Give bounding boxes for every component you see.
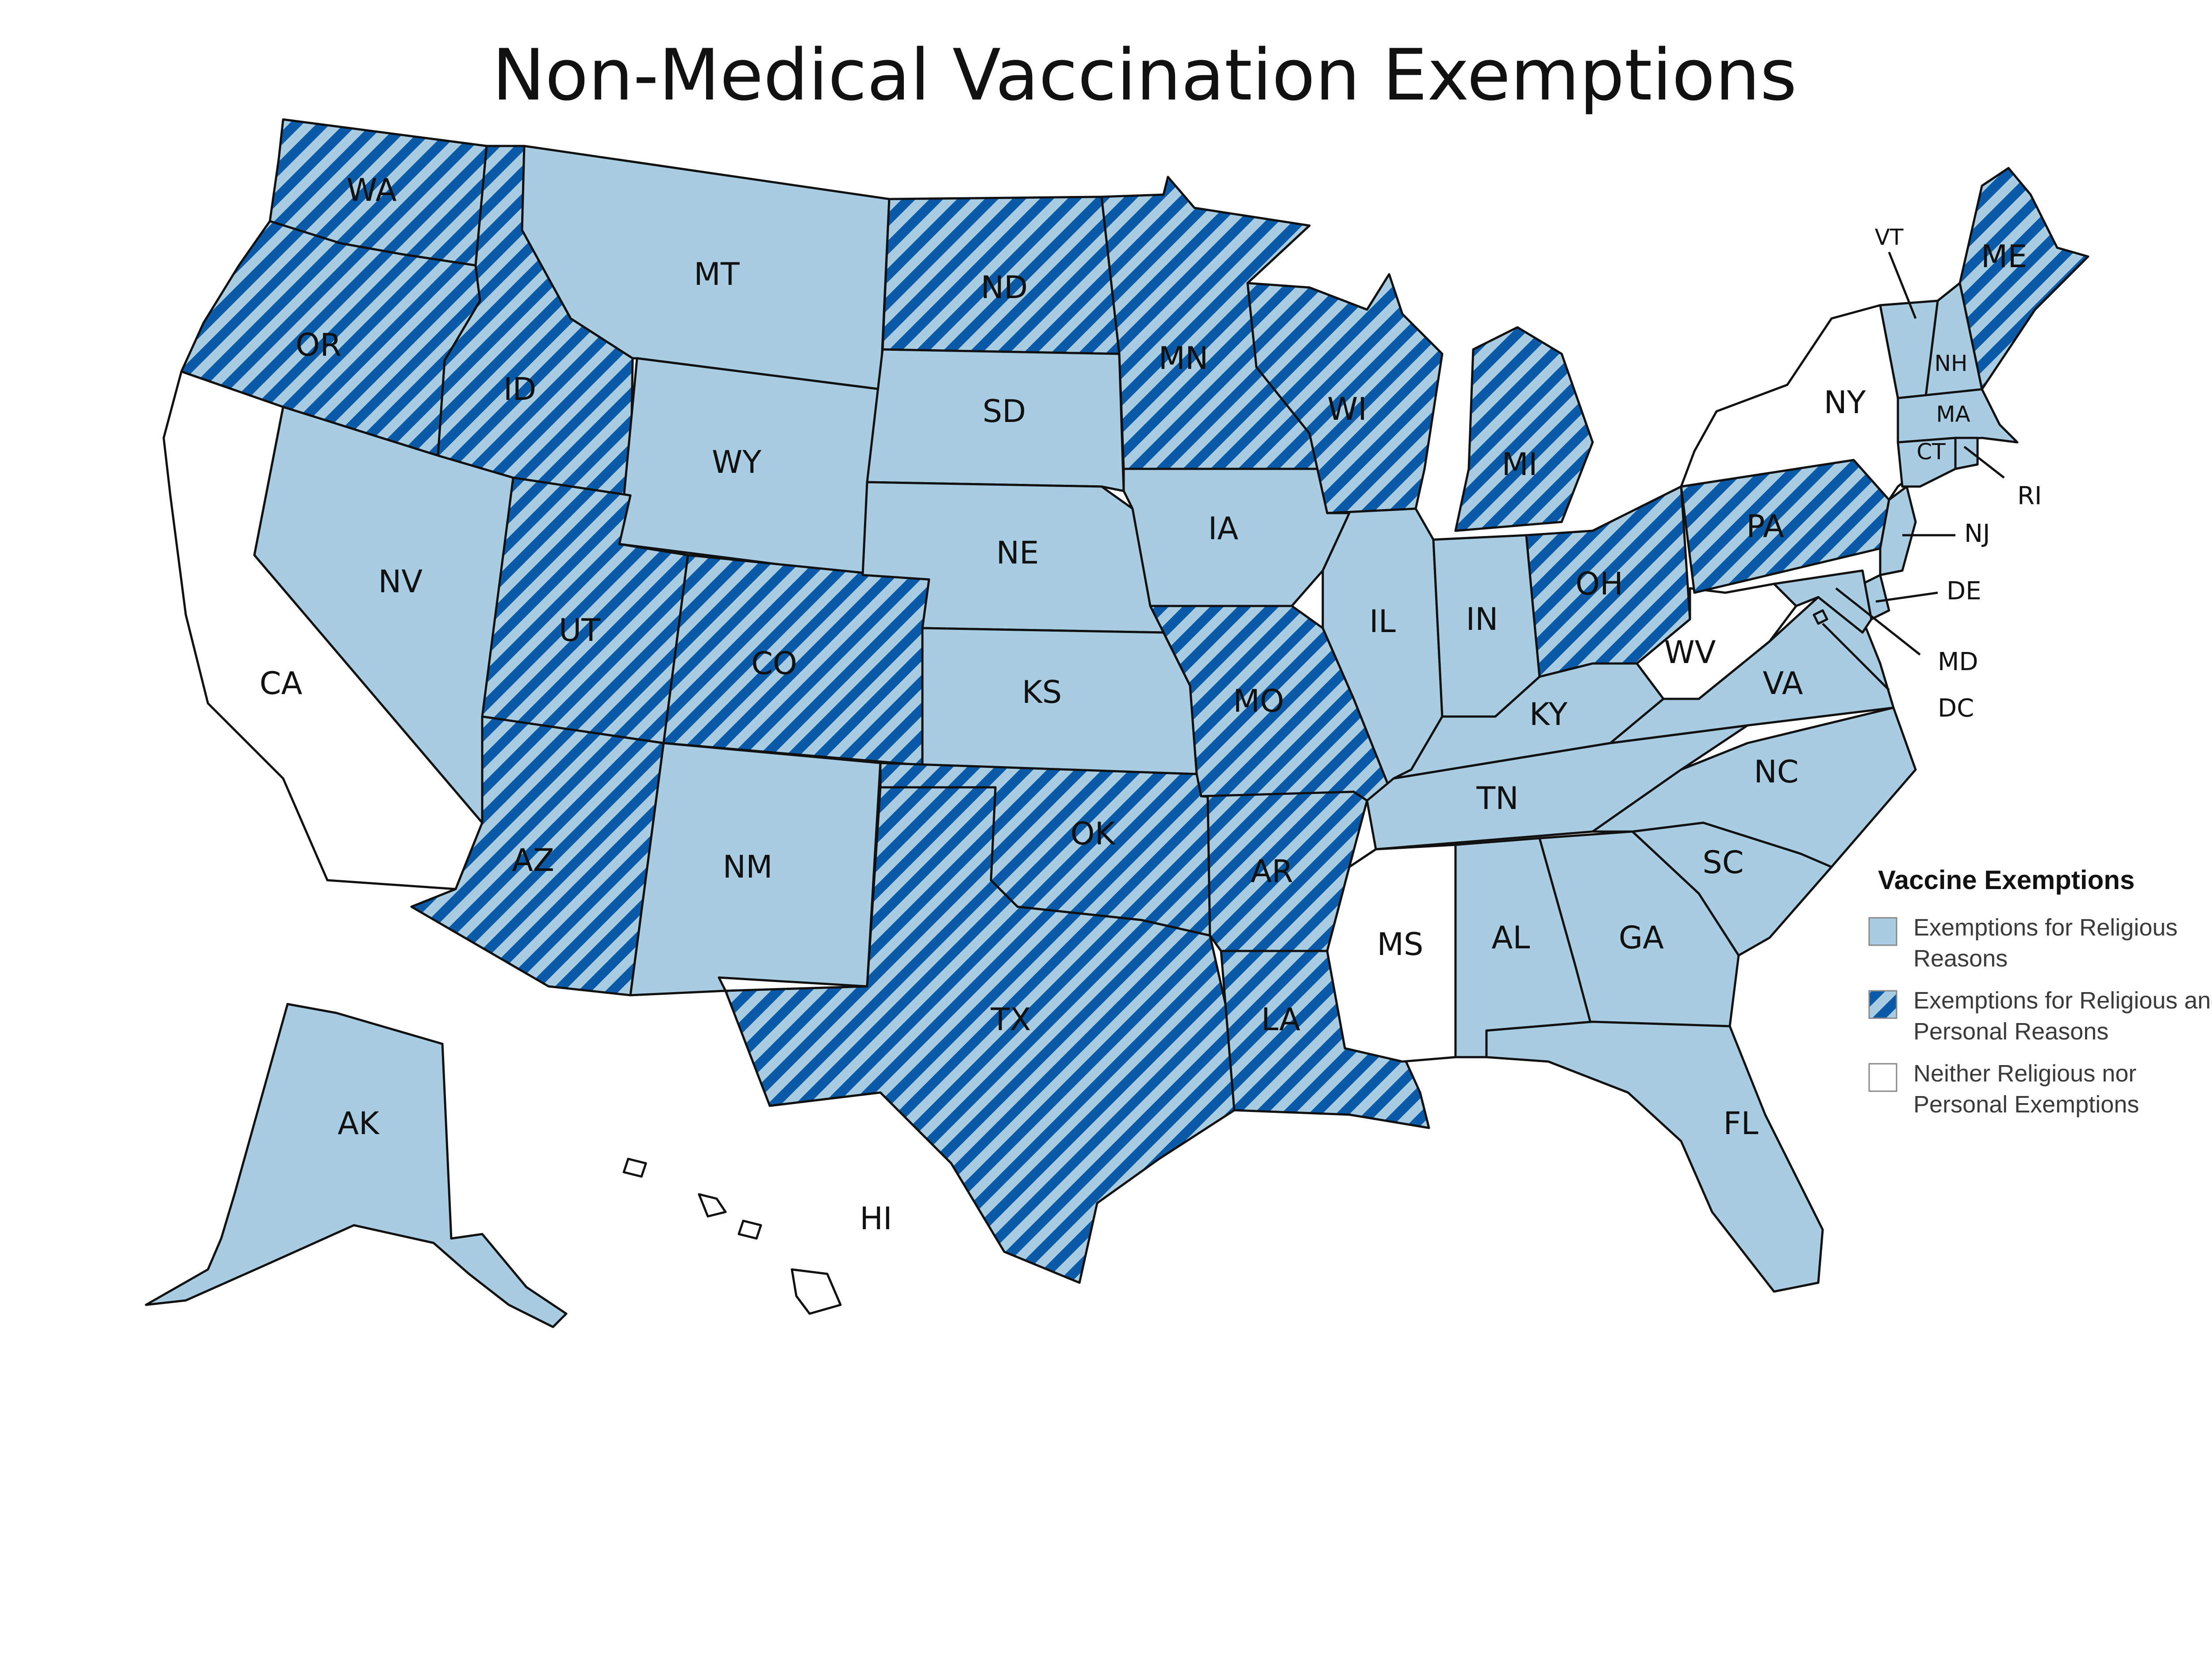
label-WY: WY [712, 444, 761, 480]
label-GA: GA [1619, 920, 1664, 956]
label-MO: MO [1233, 683, 1284, 719]
label-AL: AL [1492, 920, 1530, 956]
label-NM: NM [723, 849, 773, 885]
state-MI[interactable] [1454, 326, 1594, 532]
label-TX: TX [991, 1001, 1031, 1038]
label-UT: UT [559, 612, 600, 648]
label-WV: WV [1664, 634, 1716, 671]
legend-swatch-both [1868, 990, 1897, 1019]
state-NC[interactable] [1591, 706, 1917, 868]
label-WI: WI [1327, 391, 1367, 427]
label-KS: KS [1022, 674, 1062, 710]
label-NY: NY [1824, 384, 1866, 421]
leader-DC [1822, 623, 1890, 691]
legend-title: Vaccine Exemptions [1878, 865, 2135, 895]
label-MS: MS [1377, 926, 1424, 962]
label-NC: NC [1754, 754, 1798, 790]
legend-item-religious: Exemptions for Religious Reasons [1868, 914, 2177, 972]
legend-item-both: Exemptions for Religious and Personal Re… [1868, 987, 2212, 1045]
label-FL: FL [1723, 1105, 1758, 1142]
state-HI[interactable] [622, 1158, 842, 1315]
state-FL[interactable] [1485, 1020, 1824, 1293]
label-ND: ND [981, 269, 1028, 306]
leader-DE [1875, 591, 1938, 603]
label-TN: TN [1476, 780, 1518, 817]
label-CT: CT [1916, 439, 1946, 465]
label-KY: KY [1529, 696, 1567, 732]
state-SD[interactable] [866, 348, 1125, 492]
label-leader-lines [1822, 252, 2005, 691]
label-OR: OR [296, 327, 342, 363]
label-DE: DE [1947, 577, 1982, 606]
label-IA: IA [1208, 510, 1239, 547]
state-MD[interactable] [1773, 569, 1873, 634]
label-MD: MD [1938, 648, 1978, 676]
label-AR: AR [1251, 853, 1294, 890]
leader-VT [1888, 252, 1917, 319]
legend-swatch-none [1868, 1063, 1897, 1092]
label-VA: VA [1763, 665, 1803, 702]
legend-swatch-religious [1868, 917, 1897, 946]
state-labels: WA OR CA ID NV MT WY UT AZ CO NM ND SD N… [260, 172, 2042, 1237]
legend: Vaccine Exemptions Exemptions for Religi… [1868, 865, 2212, 1118]
label-MI: MI [1502, 446, 1537, 483]
label-CO: CO [751, 645, 797, 682]
label-NE: NE [996, 535, 1039, 571]
label-NV: NV [378, 564, 422, 600]
map-title: Non-Medical Vaccination Exemptions [492, 34, 1797, 116]
label-OK: OK [1070, 816, 1116, 852]
label-MN: MN [1159, 340, 1209, 376]
state-TX[interactable] [724, 786, 1236, 1284]
label-CA: CA [260, 665, 303, 702]
leader-MD [1835, 587, 1921, 656]
label-LA: LA [1261, 1001, 1301, 1038]
label-NJ: NJ [1964, 519, 1990, 548]
state-AK[interactable] [145, 1003, 568, 1328]
legend-text-none-line1: Neither Religious nor [1913, 1060, 2136, 1087]
state-WI[interactable] [1246, 273, 1444, 514]
label-AK: AK [338, 1105, 380, 1142]
label-NH: NH [1935, 351, 1968, 376]
label-VT: VT [1875, 225, 1904, 250]
state-shapes [145, 118, 2089, 1328]
label-IN: IN [1466, 601, 1498, 637]
label-HI: HI [860, 1200, 892, 1237]
state-ME[interactable] [1959, 167, 2089, 391]
leader-RI [1963, 446, 2005, 479]
label-ME: ME [1981, 238, 2028, 275]
label-OH: OH [1575, 566, 1623, 602]
label-IL: IL [1369, 603, 1396, 640]
label-PA: PA [1746, 508, 1784, 544]
state-DC[interactable] [1813, 609, 1828, 625]
label-RI: RI [2017, 482, 2042, 510]
label-SC: SC [1702, 844, 1743, 881]
label-MA: MA [1936, 402, 1970, 427]
state-CT[interactable] [1897, 437, 1957, 488]
label-AZ: AZ [512, 842, 554, 878]
state-NJ[interactable] [1879, 485, 1917, 576]
label-MT: MT [694, 256, 739, 292]
label-ID: ID [503, 371, 537, 407]
legend-text-both-line2: Personal Reasons [1913, 1018, 2108, 1045]
legend-text-religious-line2: Reasons [1913, 945, 2008, 972]
label-WA: WA [346, 172, 396, 208]
legend-item-none: Neither Religious nor Personal Exemption… [1868, 1060, 2139, 1118]
legend-text-none-line2: Personal Exemptions [1913, 1091, 2139, 1118]
label-SD: SD [983, 393, 1026, 429]
legend-text-religious-line1: Exemptions for Religious [1913, 914, 2177, 941]
label-DC: DC [1938, 694, 1974, 723]
state-RI[interactable] [1954, 437, 1979, 470]
legend-text-both-line1: Exemptions for Religious and [1913, 987, 2212, 1014]
